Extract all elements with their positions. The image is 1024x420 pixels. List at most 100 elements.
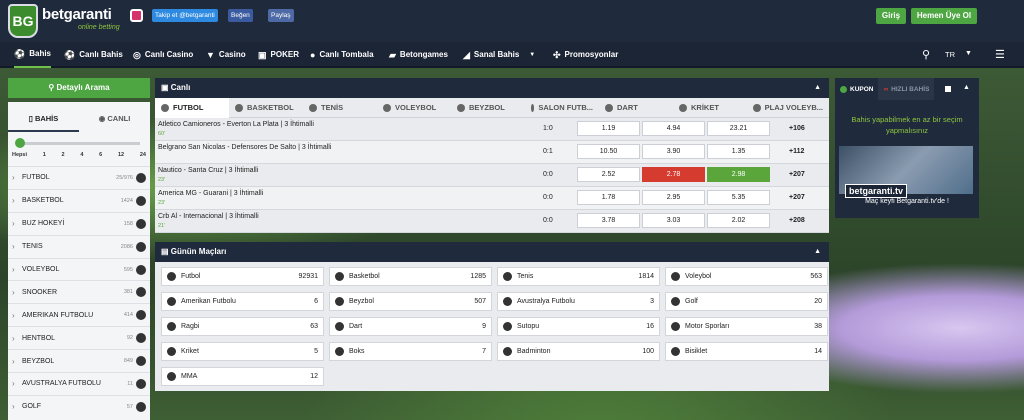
slider-handle[interactable] <box>15 138 25 148</box>
tab-futbol[interactable]: FUTBOL <box>155 98 229 118</box>
list-item[interactable]: Ragbi 63 <box>161 317 324 336</box>
golf-icon <box>671 297 680 306</box>
odd-draw-button[interactable]: 3.03 <box>642 213 705 228</box>
chevron-up-icon[interactable]: ▲ <box>814 84 821 91</box>
list-item[interactable]: Beyzbol 507 <box>329 292 492 311</box>
odd-draw-button[interactable]: 3.90 <box>642 144 705 159</box>
list-item[interactable]: Boks 7 <box>329 342 492 361</box>
nav-canli-bahis[interactable]: ⚽ Canlı Bahis <box>64 42 123 68</box>
chevron-up-icon[interactable]: ▲ <box>963 84 970 91</box>
odd-away-button[interactable]: 5.35 <box>707 190 770 205</box>
list-item[interactable]: Avustralya Futbolu 3 <box>497 292 660 311</box>
odd-home-button[interactable]: 3.78 <box>577 213 640 228</box>
nav-promosyonlar[interactable]: ✣ Promosyonlar <box>553 42 618 68</box>
tab-bahis[interactable]: ▯ BAHİS <box>8 106 79 132</box>
odd-away-button[interactable]: 23.21 <box>707 121 770 136</box>
table-row[interactable]: Atletico Camioneros - Everton La Plata |… <box>155 118 829 141</box>
sport-item[interactable]: › AVUSTRALYA FUTBOLU 11 <box>8 372 150 395</box>
list-item[interactable]: Sutopu 16 <box>497 317 660 336</box>
sport-item[interactable]: › AMERIKAN FUTBOLU 414 <box>8 303 150 326</box>
sport-item[interactable]: › BEYZBOL 849 <box>8 349 150 372</box>
list-item[interactable]: Dart 9 <box>329 317 492 336</box>
logo[interactable]: BG betgaranti online betting <box>8 4 128 38</box>
register-button[interactable]: Hemen Üye Ol <box>911 8 977 24</box>
odd-home-button[interactable]: 1.78 <box>577 190 640 205</box>
nav-poker[interactable]: ▣ POKER <box>258 42 299 68</box>
chevron-up-icon[interactable]: ▲ <box>814 248 821 255</box>
odd-home-button[interactable]: 2.52 <box>577 167 640 182</box>
sport-item[interactable]: › FUTBOL 25/976 <box>8 166 150 189</box>
tab-basketbol[interactable]: BASKETBOL <box>229 98 303 118</box>
sport-item[interactable]: › SNOOKER 381 <box>8 280 150 303</box>
tv-banner-image[interactable]: betgaranti.tv <box>839 146 973 198</box>
tab-canli[interactable]: ◉ CANLI <box>79 106 150 132</box>
nav-betongames[interactable]: ▰ Betongames <box>389 42 448 68</box>
list-item[interactable]: Voleybol 563 <box>665 267 828 286</box>
nav-label: Canlı Tombala <box>319 50 374 59</box>
odd-draw-button[interactable]: 2.78 <box>642 167 705 182</box>
odd-draw-button[interactable]: 2.95 <box>642 190 705 205</box>
odd-away-button[interactable]: 2.98 <box>707 167 770 182</box>
tab-voleybol[interactable]: VOLEYBOL <box>377 98 451 118</box>
sport-item[interactable]: › BUZ HOKEYİ 158 <box>8 211 150 235</box>
odd-away-button[interactable]: 2.02 <box>707 213 770 228</box>
list-item[interactable]: Amerikan Futbolu 6 <box>161 292 324 311</box>
odd-draw-button[interactable]: 4.94 <box>642 121 705 136</box>
tab-hizli-bahis[interactable]: ∞ HIZLI BAHİS <box>878 78 935 100</box>
search-icon[interactable]: ⚲ <box>922 49 931 61</box>
list-item[interactable]: Tenis 1814 <box>497 267 660 286</box>
table-row[interactable]: Nautico - Santa Cruz | 3 İhtimalli 23' 0… <box>155 164 829 187</box>
odd-home-button[interactable]: 1.19 <box>577 121 640 136</box>
list-item[interactable]: Motor Sporları 38 <box>665 317 828 336</box>
login-button[interactable]: Giriş <box>876 8 906 24</box>
more-markets-link[interactable]: +207 <box>789 171 805 178</box>
chevron-down-icon[interactable]: ▼ <box>965 50 972 57</box>
table-row[interactable]: Belgrano San Nicolas - Defensores De Sal… <box>155 141 829 164</box>
nav-canli-casino[interactable]: ◎ Canlı Casino <box>133 42 193 68</box>
list-item[interactable]: Golf 20 <box>665 292 828 311</box>
tab-tenis[interactable]: TENİS <box>303 98 377 118</box>
nav-bahis[interactable]: ⚽ Bahis <box>14 42 52 68</box>
list-item[interactable]: Futbol 92931 <box>161 267 324 286</box>
sport-item[interactable]: › VOLEYBOL 595 <box>8 257 150 281</box>
more-markets-link[interactable]: +208 <box>789 217 805 224</box>
more-markets-link[interactable]: +207 <box>789 194 805 201</box>
live-section-header[interactable]: ▣ Canlı ▲ <box>155 78 829 98</box>
tab-salon-futbolu[interactable]: SALON FUTB... <box>525 98 599 118</box>
tab-dart[interactable]: DART <box>599 98 673 118</box>
list-item[interactable]: Badminton 100 <box>497 342 660 361</box>
sport-item[interactable]: › TENIS 2086 <box>8 234 150 258</box>
more-markets-link[interactable]: +112 <box>789 148 805 155</box>
tab-plaj-voleybolu[interactable]: PLAJ VOLEYB... <box>747 98 829 118</box>
nav-casino[interactable]: ▼ Casino <box>206 42 246 68</box>
facebook-share-button[interactable]: Paylaş <box>268 9 294 22</box>
list-item[interactable]: Kriket 5 <box>161 342 324 361</box>
tab-kupon[interactable]: KUPON <box>835 78 878 100</box>
list-item[interactable]: Bisiklet 14 <box>665 342 828 361</box>
list-item[interactable]: Basketbol 1285 <box>329 267 492 286</box>
tv-logo: betgaranti.tv <box>845 184 908 198</box>
table-row[interactable]: Crb Al - Internacional | 3 İhtimalli 21'… <box>155 210 829 233</box>
more-markets-link[interactable]: +106 <box>789 125 805 132</box>
nav-sanal-bahis[interactable]: ◢ Sanal Bahis ▼ <box>463 42 535 68</box>
square-icon[interactable] <box>945 86 951 92</box>
chevron-right-icon: › <box>12 265 15 274</box>
facebook-like-button[interactable]: Beğen <box>228 9 253 22</box>
odd-away-button[interactable]: 1.35 <box>707 144 770 159</box>
instagram-icon[interactable] <box>130 9 143 22</box>
today-section-header[interactable]: ▤ Günün Maçları ▲ <box>155 242 829 262</box>
tab-beyzbol[interactable]: BEYZBOL <box>451 98 525 118</box>
table-row[interactable]: America MG - Guarani | 3 İhtimalli 23' 0… <box>155 187 829 210</box>
sport-item[interactable]: › GOLF 57 <box>8 394 150 418</box>
menu-icon[interactable]: ☰ <box>995 49 1005 61</box>
sport-item[interactable]: › BASKETBOL 1424 <box>8 188 150 212</box>
odd-home-button[interactable]: 10.50 <box>577 144 640 159</box>
language-select[interactable]: TR <box>945 50 955 59</box>
time-filter-slider[interactable] <box>15 138 140 148</box>
nav-canli-tombala[interactable]: ● Canlı Tombala <box>310 42 374 68</box>
sport-item[interactable]: › HENTBOL 92 <box>8 326 150 349</box>
list-item[interactable]: MMA 12 <box>161 367 324 386</box>
tab-kriket[interactable]: KRİKET <box>673 98 747 118</box>
twitter-follow-button[interactable]: Takip et @betgaranti <box>152 9 218 22</box>
detailed-search-button[interactable]: ⚲ Detaylı Arama <box>8 78 150 98</box>
